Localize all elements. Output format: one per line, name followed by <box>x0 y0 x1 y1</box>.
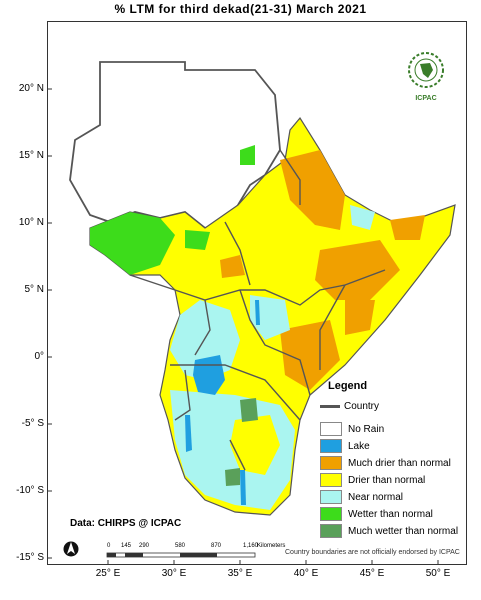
lon-label: 45° E <box>359 568 385 579</box>
lake-malawi <box>240 470 246 505</box>
lon-label: 40° E <box>293 568 319 579</box>
lat-label: 0° <box>34 351 44 362</box>
lake-turkana <box>255 300 260 325</box>
scale-labels: 0 145 290 580 870 1,160 Kilometers <box>105 543 285 553</box>
wetter-swatch <box>320 507 342 521</box>
scale-tick: 0 <box>107 543 111 549</box>
scale-tick: 1,160 <box>243 543 259 549</box>
lat-label: 5° N <box>24 284 44 295</box>
much-wetter-areas <box>225 398 258 486</box>
no-rain-swatch <box>320 422 342 436</box>
legend-item: Wetter than normal <box>320 506 470 522</box>
legend-label: Much drier than normal <box>348 457 451 469</box>
legend-item: No Rain <box>320 421 470 437</box>
legend-label: No Rain <box>348 423 385 435</box>
legend-label: Much wetter than normal <box>348 525 459 537</box>
igad-emblem-icon <box>408 52 444 88</box>
lake-tanganyika <box>185 415 192 452</box>
lon-label: 50° E <box>425 568 451 579</box>
lat-label: -10° S <box>16 485 44 496</box>
legend-item: Near normal <box>320 489 470 505</box>
scale-unit: Kilometers <box>257 543 286 549</box>
scale-tick: 580 <box>175 543 186 549</box>
legend-country: Country <box>320 398 470 414</box>
legend: Legend Country No Rain Lake Much drier t… <box>320 380 470 540</box>
legend-item: Much wetter than normal <box>320 523 470 539</box>
much-drier-areas <box>220 150 425 390</box>
lat-label: -15° S <box>16 552 44 563</box>
legend-item: Much drier than normal <box>320 455 470 471</box>
data-credit: Data: CHIRPS @ ICPAC <box>70 518 182 529</box>
much-wetter-swatch <box>320 524 342 538</box>
legend-label: Near normal <box>348 491 404 503</box>
near-normal-swatch <box>320 490 342 504</box>
scale-bar <box>106 552 256 558</box>
scale-tick: 145 <box>121 543 132 549</box>
much-drier-swatch <box>320 456 342 470</box>
wetter-areas <box>90 145 255 275</box>
north-arrow-icon <box>63 541 79 557</box>
lon-label: 25° E <box>95 568 121 579</box>
lat-label: -5° S <box>21 418 44 429</box>
legend-label: Lake <box>348 440 370 452</box>
lake-swatch <box>320 439 342 453</box>
legend-label: Drier than normal <box>348 474 426 486</box>
drier-swatch <box>320 473 342 487</box>
lon-label: 35° E <box>227 568 253 579</box>
logo-caption: ICPAC <box>415 95 437 102</box>
lat-label: 10° N <box>18 217 44 228</box>
legend-item: Lake <box>320 438 470 454</box>
legend-item: Drier than normal <box>320 472 470 488</box>
disclaimer: Country boundaries are not officially en… <box>285 549 460 556</box>
legend-title: Legend <box>328 380 368 392</box>
igad-logo: ICPAC <box>405 50 447 102</box>
country-borders <box>129 149 386 471</box>
scale-tick: 870 <box>211 543 222 549</box>
legend-label: Wetter than normal <box>348 508 433 520</box>
map-title: % LTM for third dekad(21-31) March 2021 <box>114 2 367 16</box>
country-line-swatch <box>320 404 340 408</box>
legend-country-label: Country <box>344 400 380 412</box>
lon-label: 30° E <box>161 568 187 579</box>
lat-label: 20° N <box>18 83 44 94</box>
lat-label: 15° N <box>18 150 44 161</box>
scale-tick: 290 <box>139 543 150 549</box>
